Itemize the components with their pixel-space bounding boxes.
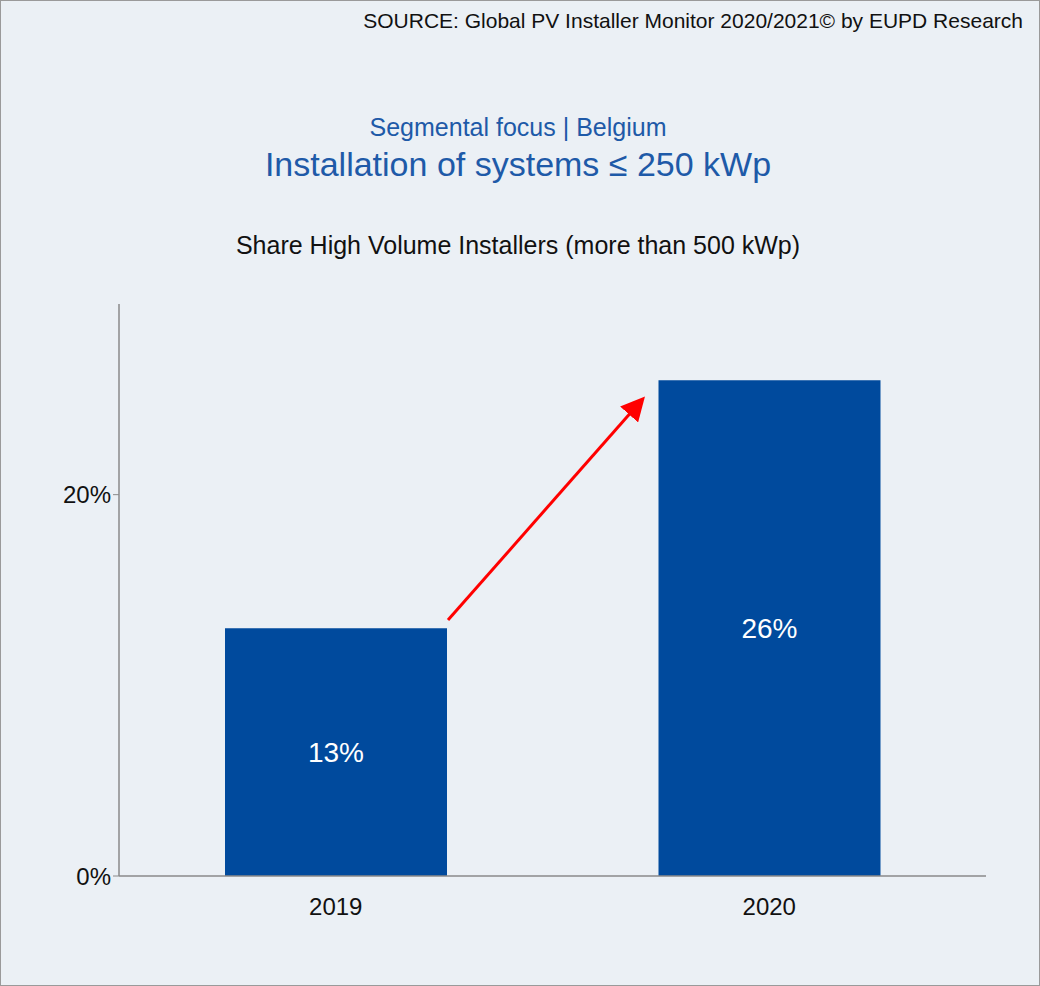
svg-text:26%: 26%: [741, 613, 797, 644]
svg-text:0%: 0%: [76, 863, 111, 890]
html-text:SOURCE: Global PV Installer Mo: SOURCE: Global PV Installer Monitor 2020…: [363, 9, 1023, 32]
svg-text:13%: 13%: [308, 737, 364, 768]
svg-text:2020: 2020: [743, 893, 796, 920]
html-text:Segmental focus | Belgium: Segmental focus | Belgium: [369, 113, 667, 141]
html-text:Share High Volume Installers (: Share High Volume Installers (more than …: [235, 231, 801, 259]
svg-text:20%: 20%: [63, 481, 111, 508]
svg-text:2019: 2019: [309, 893, 362, 920]
html-text:Installation of systems ≤ 250: Installation of systems ≤ 250 kWp: [264, 145, 772, 183]
